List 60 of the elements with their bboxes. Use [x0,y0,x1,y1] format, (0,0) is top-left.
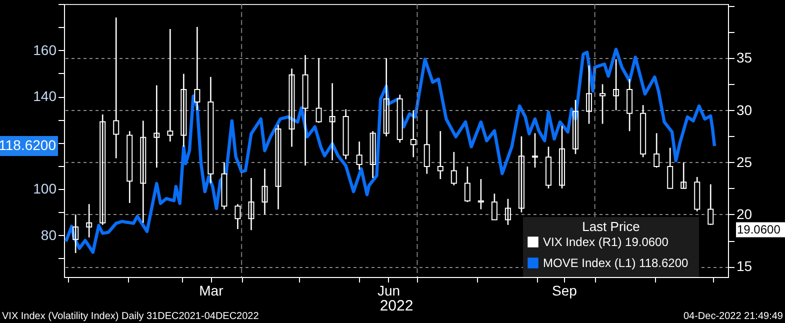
candlestick [504,198,511,226]
y2-tick-label: 15 [736,258,752,274]
candlestick [572,99,579,155]
candlestick [450,151,457,186]
candlestick [424,110,430,174]
candlestick [234,203,241,230]
candlestick [586,64,592,124]
candlestick [654,132,660,168]
candlestick [316,58,322,124]
candlestick [180,73,187,148]
candlestick [154,84,160,168]
candlestick [680,162,687,190]
text: 118.6200 [0,137,56,154]
candlestick [383,58,390,137]
candlestick [437,130,444,180]
text: 19.0600 [737,222,781,236]
candlestick [86,203,92,238]
y2-tick-label: 30 [736,102,752,118]
candlestick [288,68,295,148]
x-tick-label: Sep [552,282,578,298]
candlestick [194,26,200,111]
candlestick [532,132,538,168]
legend-title: Last Price [582,219,640,234]
candlestick [626,78,633,132]
candlestick [478,178,484,210]
text: 04-Dec-2022 21:49:49 [683,311,784,322]
x-axis-title: 2022 [380,298,414,314]
legend-label: VIX Index (R1) 19.0600 [543,235,669,249]
candlestick [248,177,254,231]
text: VIX Index (Volatility Index) Daily 31DEC2021-04DEC2022 [2,311,260,322]
candlestick [410,110,416,158]
x-tick-label: Jun [377,282,400,298]
candlestick [100,114,106,226]
candlestick [140,120,146,224]
candlestick [113,16,120,159]
candlestick [370,130,376,179]
y-tick-label: 140 [33,88,57,104]
y2-tick-label: 20 [736,206,752,222]
candlestick [329,82,336,161]
candlestick [262,168,268,216]
y-tick-label: 80 [40,226,57,243]
candlestick [491,192,498,220]
candlestick [613,58,620,111]
legend-label: MOVE Index (L1) 118.6200 [543,256,689,270]
candlestick [559,125,565,190]
y2-tick-label: 35 [736,50,752,66]
candlestick [667,147,674,190]
candlestick [167,28,174,142]
candlestick [72,214,79,254]
candlestick [275,124,282,210]
line-series [64,48,716,254]
x-tick-label: Mar [199,282,224,298]
candlestick [464,166,470,203]
candlestick [708,184,714,226]
y-tick-label: 160 [33,42,57,58]
y-tick-label: 100 [33,180,57,197]
candlestick [356,140,362,170]
candlestick [518,136,524,214]
candlestick [600,84,606,124]
y2-tick-label: 25 [736,154,752,170]
